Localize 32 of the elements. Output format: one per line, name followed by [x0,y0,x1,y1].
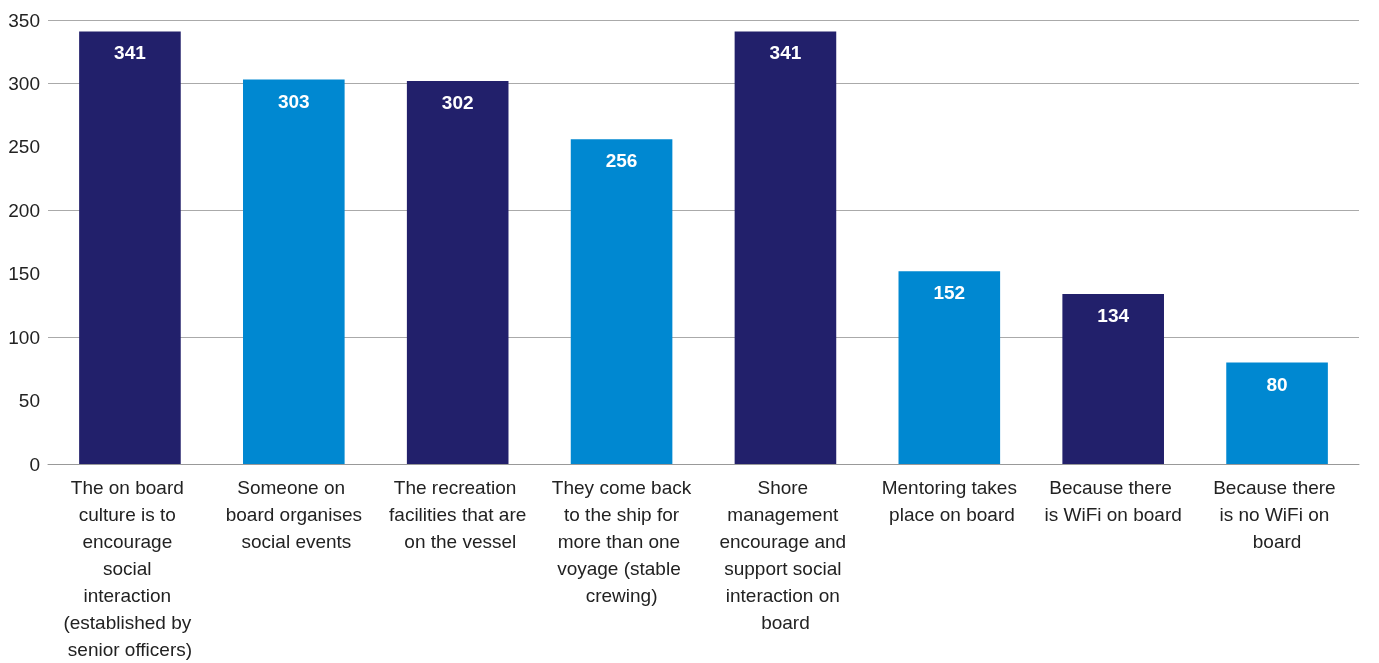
data-label: 80 [1266,373,1288,395]
data-label: 341 [114,42,147,64]
x-tick-label: The recreation facilities that are on the vessel [389,477,527,552]
y-tick-label: 250 [8,136,40,158]
y-tick-label: 200 [8,199,40,221]
bar [1062,294,1164,464]
y-tick-label: 350 [8,9,40,31]
data-label: 152 [933,282,966,304]
x-tick-label: Mentoring takes place on board [881,477,1017,525]
x-tick-label: They come back to the ship for more than one voyage (stable crewing) [551,477,692,606]
bar [406,80,509,464]
y-tick-label: 300 [8,72,40,94]
y-tick-label: 0 [29,453,40,475]
y-tick-label: 100 [8,326,40,348]
bar [243,79,345,464]
x-tick-label: The on board culture is to encourage social interaction (established by senior officers) [63,477,197,660]
bar [898,271,1001,464]
bar [79,31,181,464]
x-tick-label: Someone on board organises social events [225,477,362,552]
x-tick-label: Shore management encourage and support social interaction on board [719,477,852,633]
y-tick-label: 150 [8,263,40,285]
data-label: 341 [769,42,802,64]
data-label: 302 [441,91,474,113]
y-tick-label: 50 [18,390,40,412]
data-label: 134 [1097,305,1130,327]
bar [734,31,837,464]
bar [570,139,673,464]
data-label: 303 [277,90,310,112]
x-tick-label: Because there is no WiFi on board [1213,477,1341,552]
x-tick-label: Because there is WiFi on board [1044,477,1182,525]
data-label: 256 [605,150,638,172]
bar [1226,362,1328,464]
